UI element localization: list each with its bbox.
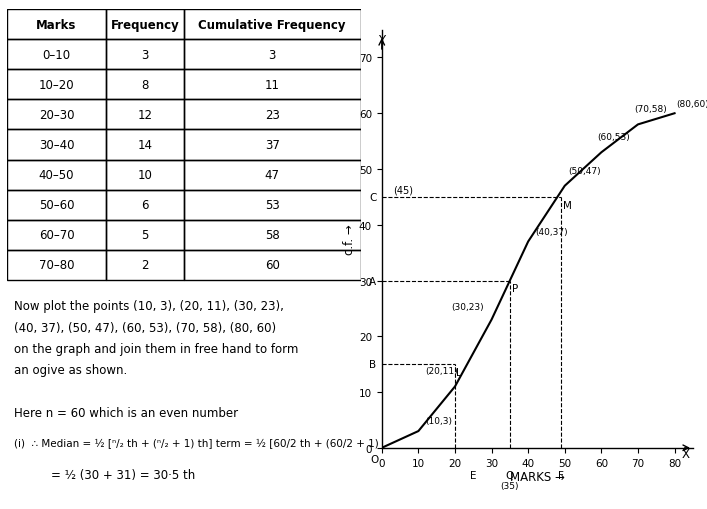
Text: 23: 23: [264, 109, 280, 122]
Text: 10–20: 10–20: [39, 79, 74, 92]
Text: an ogive as shown.: an ogive as shown.: [14, 363, 128, 377]
Text: L: L: [456, 367, 462, 377]
Text: 58: 58: [265, 229, 279, 242]
Text: (35): (35): [501, 482, 519, 490]
Text: 47: 47: [264, 168, 280, 182]
Text: 50–60: 50–60: [39, 199, 74, 212]
Text: (10,3): (10,3): [426, 417, 452, 426]
Bar: [7, 250, 106, 280]
Text: A: A: [369, 276, 376, 286]
Text: 8: 8: [141, 79, 148, 92]
Text: 37: 37: [264, 139, 280, 152]
Text: 20–30: 20–30: [39, 109, 74, 122]
Text: 14: 14: [137, 139, 153, 152]
Text: 6: 6: [141, 199, 148, 212]
Text: P: P: [512, 284, 518, 294]
Text: 10: 10: [137, 168, 153, 182]
Bar: [184, 160, 361, 190]
Text: Marks: Marks: [36, 19, 77, 32]
Text: (45): (45): [393, 185, 413, 195]
Text: X: X: [682, 447, 689, 460]
Bar: [106, 220, 184, 250]
Bar: [7, 190, 106, 220]
Bar: [7, 220, 106, 250]
Text: 70–80: 70–80: [39, 259, 74, 272]
Text: 12: 12: [137, 109, 153, 122]
Bar: [106, 160, 184, 190]
Text: Cumulative Frequency: Cumulative Frequency: [199, 19, 346, 32]
Text: (70,58): (70,58): [634, 105, 667, 114]
Text: E: E: [470, 470, 477, 480]
Text: (80,60): (80,60): [677, 99, 707, 108]
Bar: [184, 10, 361, 40]
Text: 2: 2: [141, 259, 148, 272]
Bar: [7, 130, 106, 160]
Bar: [7, 100, 106, 130]
Text: (i)  ∴ Median = ½ [ⁿ/₂ th + (ⁿ/₂ + 1) th] term = ½ [60/2 th + (60/2 + 1) th] ter: (i) ∴ Median = ½ [ⁿ/₂ th + (ⁿ/₂ + 1) th]…: [14, 438, 426, 448]
Text: Q: Q: [506, 470, 514, 480]
Text: = ½ (30 + 31) = 30·5 th: = ½ (30 + 31) = 30·5 th: [51, 468, 195, 482]
Text: C: C: [369, 192, 376, 203]
Text: 0–10: 0–10: [42, 49, 71, 62]
Text: (30,23): (30,23): [451, 302, 484, 312]
Text: Now plot the points (10, 3), (20, 11), (30, 23),: Now plot the points (10, 3), (20, 11), (…: [14, 299, 284, 313]
Text: on the graph and join them in free hand to form: on the graph and join them in free hand …: [14, 342, 299, 355]
Text: 3: 3: [141, 49, 148, 62]
Text: 60–70: 60–70: [39, 229, 74, 242]
Bar: [106, 130, 184, 160]
Bar: [7, 160, 106, 190]
Text: (60,53): (60,53): [597, 133, 631, 142]
Bar: [7, 70, 106, 100]
Text: M: M: [563, 200, 572, 210]
Bar: [7, 40, 106, 70]
Bar: [7, 10, 106, 40]
Text: O: O: [370, 454, 378, 464]
Text: 11: 11: [264, 79, 280, 92]
Text: Here n = 60 which is an even number: Here n = 60 which is an even number: [14, 406, 238, 419]
Text: B: B: [369, 359, 376, 370]
Bar: [184, 40, 361, 70]
Text: 3: 3: [269, 49, 276, 62]
Bar: [184, 220, 361, 250]
Bar: [184, 250, 361, 280]
Bar: [184, 100, 361, 130]
Bar: [106, 100, 184, 130]
Bar: [106, 10, 184, 40]
Text: 60: 60: [264, 259, 280, 272]
Text: Y: Y: [378, 34, 385, 47]
Bar: [184, 70, 361, 100]
Text: (40,37): (40,37): [535, 228, 568, 237]
Text: 53: 53: [265, 199, 279, 212]
Bar: [106, 190, 184, 220]
Bar: [106, 250, 184, 280]
Text: 30–40: 30–40: [39, 139, 74, 152]
Text: (40, 37), (50, 47), (60, 53), (70, 58), (80, 60): (40, 37), (50, 47), (60, 53), (70, 58), …: [14, 321, 276, 334]
X-axis label: MARKS →: MARKS →: [510, 470, 565, 484]
Text: 5: 5: [141, 229, 148, 242]
Bar: [106, 70, 184, 100]
Text: 40–50: 40–50: [39, 168, 74, 182]
Y-axis label: c.f. →: c.f. →: [343, 224, 356, 254]
Text: (50,47): (50,47): [568, 166, 601, 175]
Text: (20,11): (20,11): [426, 366, 458, 376]
Text: F: F: [558, 470, 564, 480]
Bar: [184, 130, 361, 160]
Text: Frequency: Frequency: [110, 19, 180, 32]
Bar: [106, 40, 184, 70]
Bar: [184, 190, 361, 220]
